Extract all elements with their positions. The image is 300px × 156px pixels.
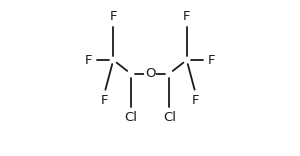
Text: Cl: Cl — [163, 111, 176, 124]
Text: F: F — [192, 94, 200, 107]
Text: F: F — [85, 54, 92, 66]
Text: Cl: Cl — [124, 111, 137, 124]
Text: F: F — [100, 94, 108, 107]
Text: F: F — [110, 10, 117, 23]
Text: O: O — [145, 67, 155, 80]
Text: F: F — [208, 54, 215, 66]
Text: F: F — [183, 10, 190, 23]
